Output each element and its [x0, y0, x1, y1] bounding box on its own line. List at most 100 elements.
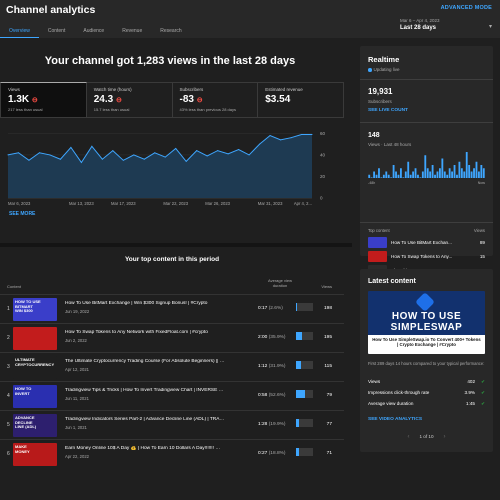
table-row[interactable]: 1 HOW TO USE BITMART WIN $300 How To Use B… — [0, 294, 344, 323]
realtime-bar — [470, 171, 473, 178]
data-point — [269, 135, 271, 137]
avg-view-duration: 1:28 (19.9%) — [258, 422, 286, 427]
see-video-analytics-link[interactable]: SEE VIDEO ANALYTICS — [368, 417, 423, 422]
latest-video-thumbnail[interactable]: HOW TO USE SIMPLESWAP How To Use SimpleS… — [368, 291, 485, 354]
video-thumbnail[interactable]: ADVANCE DECLINE LINE (ADL) — [13, 414, 57, 437]
video-thumbnail[interactable] — [13, 327, 57, 350]
video-title[interactable]: Tradingview Tips & Tricks | How To Inver… — [65, 388, 225, 393]
x-tick-label: Mar 22, 2023 — [163, 201, 188, 206]
data-point — [154, 152, 156, 154]
data-point — [196, 150, 198, 152]
table-row[interactable]: 4 HOW TO INVERT Tradingview Tips & Tricks … — [0, 381, 344, 410]
divider — [360, 222, 493, 223]
video-views: 77 — [326, 422, 332, 427]
realtime-bar — [417, 174, 419, 178]
realtime-top-item[interactable]: How To Use BitMart Exchan... 89 — [368, 237, 485, 250]
realtime-bar — [482, 168, 485, 178]
analytics-tabs: Overview Content Audience Revenue Resear… — [0, 26, 191, 38]
check-icon: ✔ — [481, 379, 485, 384]
stat-label: Views — [368, 379, 381, 384]
down-arrow-icon: ⊖ — [31, 97, 38, 104]
realtime-top-item[interactable]: How To Swap Tokens to Any... 15 — [368, 251, 485, 264]
realtime-bar — [404, 171, 407, 178]
see-live-count-link[interactable]: SEE LIVE COUNT — [368, 108, 408, 113]
x-tick-label: Mar 31, 2023 — [258, 201, 283, 206]
pager-label: 1 of 10 — [419, 434, 434, 439]
table-row[interactable]: 2 How To Swap Tokens to Any Network with … — [0, 323, 344, 352]
data-point — [311, 133, 313, 135]
data-point — [290, 137, 292, 139]
advanced-mode-link[interactable]: ADVANCED MODE — [440, 5, 492, 11]
divider — [360, 122, 493, 123]
subscriber-count: 19,931 — [368, 87, 393, 96]
video-thumbnail[interactable]: ULTIMATE CRYPTOCURRENCY — [13, 356, 57, 379]
x-tick-label: Mar 13, 2023 — [69, 201, 94, 206]
tab-revenue[interactable]: Revenue — [122, 28, 143, 34]
y-tick-label: 0 — [320, 196, 323, 201]
next-page-button[interactable]: › — [443, 434, 446, 440]
stat-value: 402 — [467, 379, 475, 384]
tab-overview[interactable]: Overview — [0, 26, 39, 38]
video-thumbnail[interactable]: MAKE MONEY — [13, 443, 57, 466]
metric-card-revenue[interactable]: Estimated revenue $3.54 — [258, 82, 344, 118]
y-tick-label: 60 — [320, 131, 326, 136]
realtime-bar — [443, 171, 446, 178]
video-title[interactable]: Tradingview Indicators Series Part-2 | A… — [65, 417, 225, 422]
data-point — [301, 133, 303, 135]
thumbnail-text: ADVANCE DECLINE LINE (ADL) — [15, 415, 37, 429]
tab-content[interactable]: Content — [47, 28, 66, 34]
prev-page-button[interactable]: ‹ — [407, 434, 410, 440]
views-label: Views — [473, 228, 485, 233]
metric-compare: 217 less than usual — [8, 107, 43, 112]
views-chart: 0 20 40 60 Mar 6, 2023 Mar 13, 2023 Mar 17, 20… — [7, 131, 326, 206]
latest-pager: ‹ 1 of 10 › — [360, 434, 493, 440]
metric-card-views[interactable]: Views 1.3K ⊖ 217 less than usual — [0, 82, 87, 118]
realtime-bar — [475, 161, 478, 178]
data-point — [112, 150, 114, 152]
metric-card-watch-time[interactable]: Watch time (hours) 24.3 ⊖ 15.7 less than… — [86, 82, 173, 118]
video-title[interactable]: How To Swap Tokens to Any Network with F… — [65, 330, 208, 335]
realtime-bar — [465, 152, 468, 178]
realtime-bar — [429, 171, 432, 178]
video-thumbnail[interactable]: HOW TO USE BITMART WIN $300 — [13, 298, 57, 321]
retention-bar — [296, 332, 313, 340]
tab-audience[interactable]: Audience — [83, 28, 105, 34]
data-point — [101, 158, 103, 160]
video-title[interactable]: Earn Money Online 10$ A Day 💰 | How To E… — [65, 446, 225, 451]
check-icon: ✔ — [481, 401, 485, 406]
see-more-link[interactable]: SEE MORE — [9, 211, 36, 217]
table-row[interactable]: 3 ULTIMATE CRYPTOCURRENCY The Ultimate Cry… — [0, 352, 344, 381]
row-rank: 3 — [7, 364, 10, 370]
data-point — [175, 147, 177, 149]
date-range-label: Last 28 days — [400, 25, 437, 31]
tab-research[interactable]: Research — [160, 28, 182, 34]
page-title: Channel analytics — [6, 4, 96, 16]
video-thumbnail[interactable]: HOW TO INVERT — [13, 385, 57, 408]
video-date: Jun 1, 2021 — [65, 425, 87, 430]
video-title[interactable]: How To Use BitMart Exchange | Win $300 S… — [65, 301, 208, 306]
realtime-bar — [431, 165, 434, 178]
data-point — [122, 159, 124, 161]
row-rank: 1 — [7, 306, 10, 312]
table-row[interactable]: 5 ADVANCE DECLINE LINE (ADL) Tradingview I… — [0, 410, 344, 439]
realtime-title: Realtime — [368, 55, 400, 64]
stat-label: Average view duration — [368, 401, 414, 406]
realtime-bar — [451, 171, 454, 178]
subscriber-label: Subscribers — [368, 99, 392, 104]
realtime-bar — [458, 161, 461, 178]
table-row[interactable]: 6 MAKE MONEY Earn Money Online 10$ A Day 💰… — [0, 439, 344, 468]
video-title[interactable]: The Ultimate Cryptocurrency Trading Cour… — [65, 359, 225, 364]
realtime-bar — [407, 161, 410, 178]
x-tick-label: Mar 17, 2023 — [111, 201, 136, 206]
metric-card-subscribers[interactable]: Subscribers -83 ⊖ 43% less than previous… — [172, 82, 259, 118]
retention-bar — [296, 448, 313, 456]
metric-value: -83 ⊖ — [179, 94, 203, 105]
realtime-bar — [434, 174, 436, 178]
data-point — [70, 146, 72, 148]
top-bar: Channel analytics ADVANCED MODE Overview… — [0, 0, 500, 38]
realtime-bar — [402, 177, 405, 178]
realtime-bar — [460, 168, 463, 178]
overview-headline: Your channel got 1,283 views in the last… — [44, 55, 296, 67]
date-range-picker[interactable]: Mar 6 – Apr 4, 2023 Last 28 days ▾ — [400, 18, 492, 31]
metric-value: 1.3K ⊖ — [8, 94, 38, 105]
